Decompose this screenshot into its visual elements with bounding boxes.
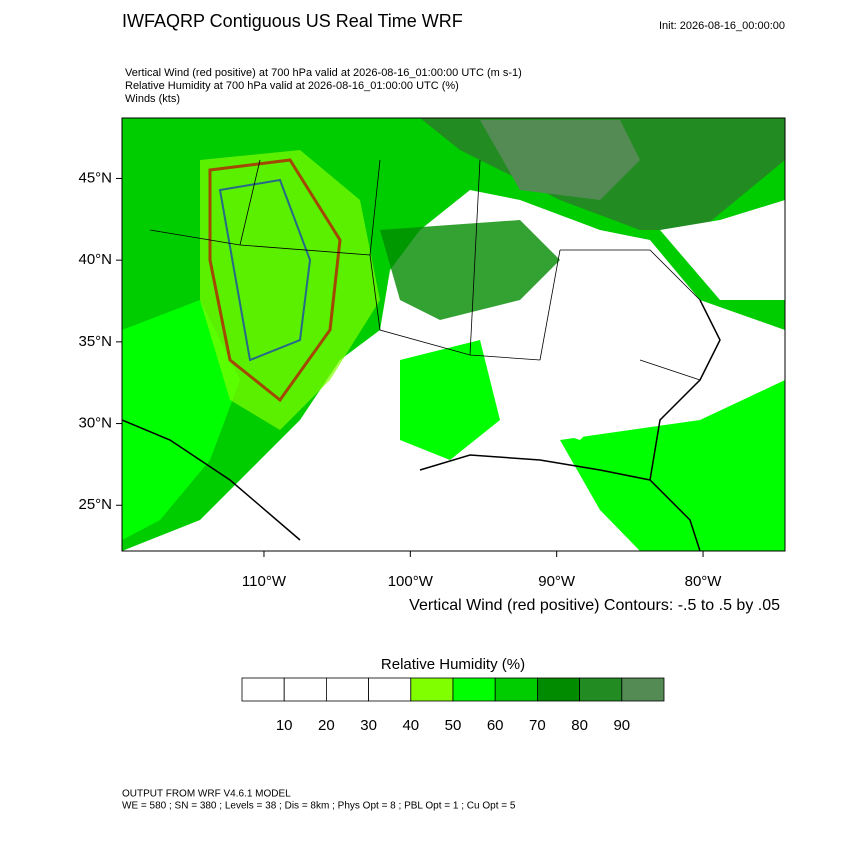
colorbar-box bbox=[325, 677, 369, 702]
colorbar-label: 30 bbox=[360, 717, 377, 734]
field-line: Relative Humidity at 700 hPa valid at 20… bbox=[125, 80, 459, 92]
lon-tick-label: 80°W bbox=[685, 573, 723, 590]
colorbar-label: 20 bbox=[318, 717, 335, 734]
colorbar-label: 50 bbox=[445, 717, 462, 734]
lat-tick-label: 25°N bbox=[78, 496, 112, 513]
colorbar-label: 90 bbox=[613, 717, 630, 734]
contour-note: Vertical Wind (red positive) Contours: -… bbox=[409, 597, 780, 614]
colorbar-box bbox=[452, 677, 496, 702]
colorbar-label: 70 bbox=[529, 717, 546, 734]
colorbar-box bbox=[621, 677, 665, 702]
colorbar-box bbox=[283, 677, 327, 702]
colorbar-box bbox=[410, 677, 454, 702]
title: IWFAQRP Contiguous US Real Time WRF bbox=[122, 11, 463, 31]
lon-tick-label: 90°W bbox=[538, 573, 576, 590]
field-line: Vertical Wind (red positive) at 700 hPa … bbox=[125, 67, 522, 79]
colorbar-box bbox=[368, 677, 412, 702]
colorbar-box bbox=[579, 677, 623, 702]
colorbar-box bbox=[241, 677, 285, 702]
colorbar-label: 60 bbox=[487, 717, 504, 734]
lat-tick-label: 35°N bbox=[78, 333, 112, 350]
lat-tick-label: 45°N bbox=[78, 169, 112, 186]
footer-line: OUTPUT FROM WRF V4.6.1 MODEL bbox=[122, 789, 291, 800]
colorbar-box bbox=[537, 677, 581, 702]
lat-tick-label: 30°N bbox=[78, 415, 112, 432]
colorbar-label: 10 bbox=[276, 717, 293, 734]
lat-tick-label: 40°N bbox=[78, 251, 112, 268]
field-line: Winds (kts) bbox=[125, 93, 180, 105]
colorbar-title: Relative Humidity (%) bbox=[381, 656, 525, 673]
lon-tick-label: 100°W bbox=[388, 573, 434, 590]
footer-line: WE = 580 ; SN = 380 ; Levels = 38 ; Dis … bbox=[122, 801, 516, 812]
map bbox=[121, 117, 786, 552]
colorbar-label: 40 bbox=[402, 717, 419, 734]
init-time: Init: 2026-08-16_00:00:00 bbox=[659, 20, 785, 32]
lon-tick-label: 110°W bbox=[242, 573, 287, 590]
colorbar-box bbox=[494, 677, 538, 702]
colorbar-label: 80 bbox=[571, 717, 588, 734]
